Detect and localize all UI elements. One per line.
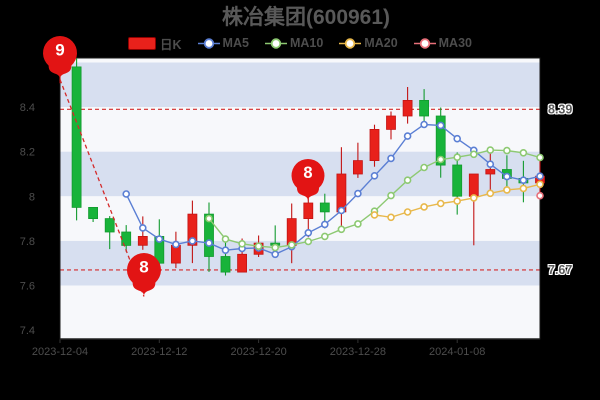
svg-text:2023-12-04: 2023-12-04 bbox=[32, 346, 88, 358]
svg-text:8: 8 bbox=[303, 164, 312, 182]
svg-text:7.4: 7.4 bbox=[20, 325, 35, 337]
svg-text:7.8: 7.8 bbox=[20, 236, 35, 248]
svg-text:2023-12-28: 2023-12-28 bbox=[330, 346, 386, 358]
svg-text:2023-12-20: 2023-12-20 bbox=[230, 346, 286, 358]
svg-text:2024-01-08: 2024-01-08 bbox=[429, 346, 485, 358]
svg-text:8.39: 8.39 bbox=[548, 102, 572, 116]
svg-text:8.4: 8.4 bbox=[20, 102, 35, 114]
svg-text:7.6: 7.6 bbox=[20, 281, 35, 293]
svg-text:2023-12-12: 2023-12-12 bbox=[131, 346, 187, 358]
svg-text:7.67: 7.67 bbox=[548, 263, 572, 277]
svg-text:8.2: 8.2 bbox=[20, 147, 35, 159]
svg-text:8: 8 bbox=[139, 257, 148, 276]
svg-text:8: 8 bbox=[29, 191, 35, 203]
